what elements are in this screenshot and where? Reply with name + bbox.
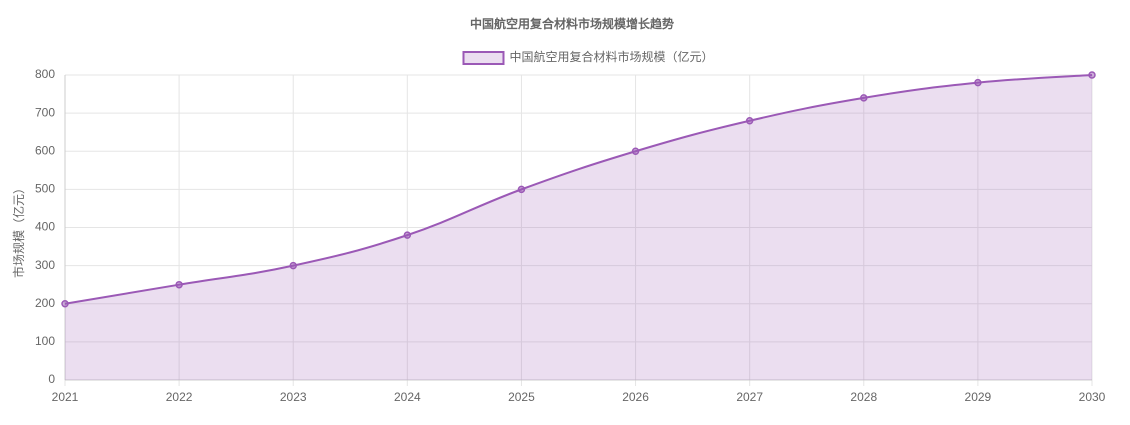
y-tick-label: 100 — [35, 334, 55, 348]
x-tick-label: 2022 — [166, 390, 193, 404]
line — [64, 74, 1093, 305]
x-tick-label: 2028 — [850, 390, 877, 404]
point — [403, 231, 412, 239]
point — [517, 185, 526, 194]
point — [974, 78, 982, 87]
y-axis-label: 市场规模（亿元） — [11, 182, 26, 278]
y-tick-label: 500 — [35, 182, 55, 196]
x-tick-label: 2027 — [736, 390, 763, 404]
point — [175, 280, 183, 289]
area — [65, 75, 1092, 380]
chart-title: 中国航空用复合材料市场规模增长趋势 — [470, 16, 674, 31]
x-tick-label: 2025 — [508, 390, 535, 404]
y-tick-label: 400 — [35, 220, 55, 234]
y-tick-label: 800 — [35, 67, 55, 81]
point — [1088, 71, 1096, 79]
y-tick-label: 700 — [35, 105, 55, 119]
y-tick-label: 600 — [35, 143, 55, 157]
x-tick-label: 2021 — [52, 390, 79, 404]
x-tick-label: 2029 — [965, 390, 992, 404]
x-tick-label: 2023 — [280, 390, 307, 404]
x-tick-label: 2024 — [394, 390, 421, 404]
point — [61, 300, 69, 308]
y-tick-label: 200 — [35, 296, 55, 310]
y-tick-label: 0 — [48, 372, 55, 386]
point — [745, 117, 754, 125]
point — [631, 147, 640, 155]
point — [289, 261, 297, 270]
x-tick-label: 2030 — [1079, 390, 1106, 404]
x-tick-label: 2026 — [622, 390, 649, 404]
y-tick-label: 300 — [35, 258, 55, 272]
legend-swatch — [462, 51, 505, 65]
legend-label: 中国航空用复合材料市场规模（亿元） — [509, 49, 713, 64]
point — [860, 94, 868, 102]
